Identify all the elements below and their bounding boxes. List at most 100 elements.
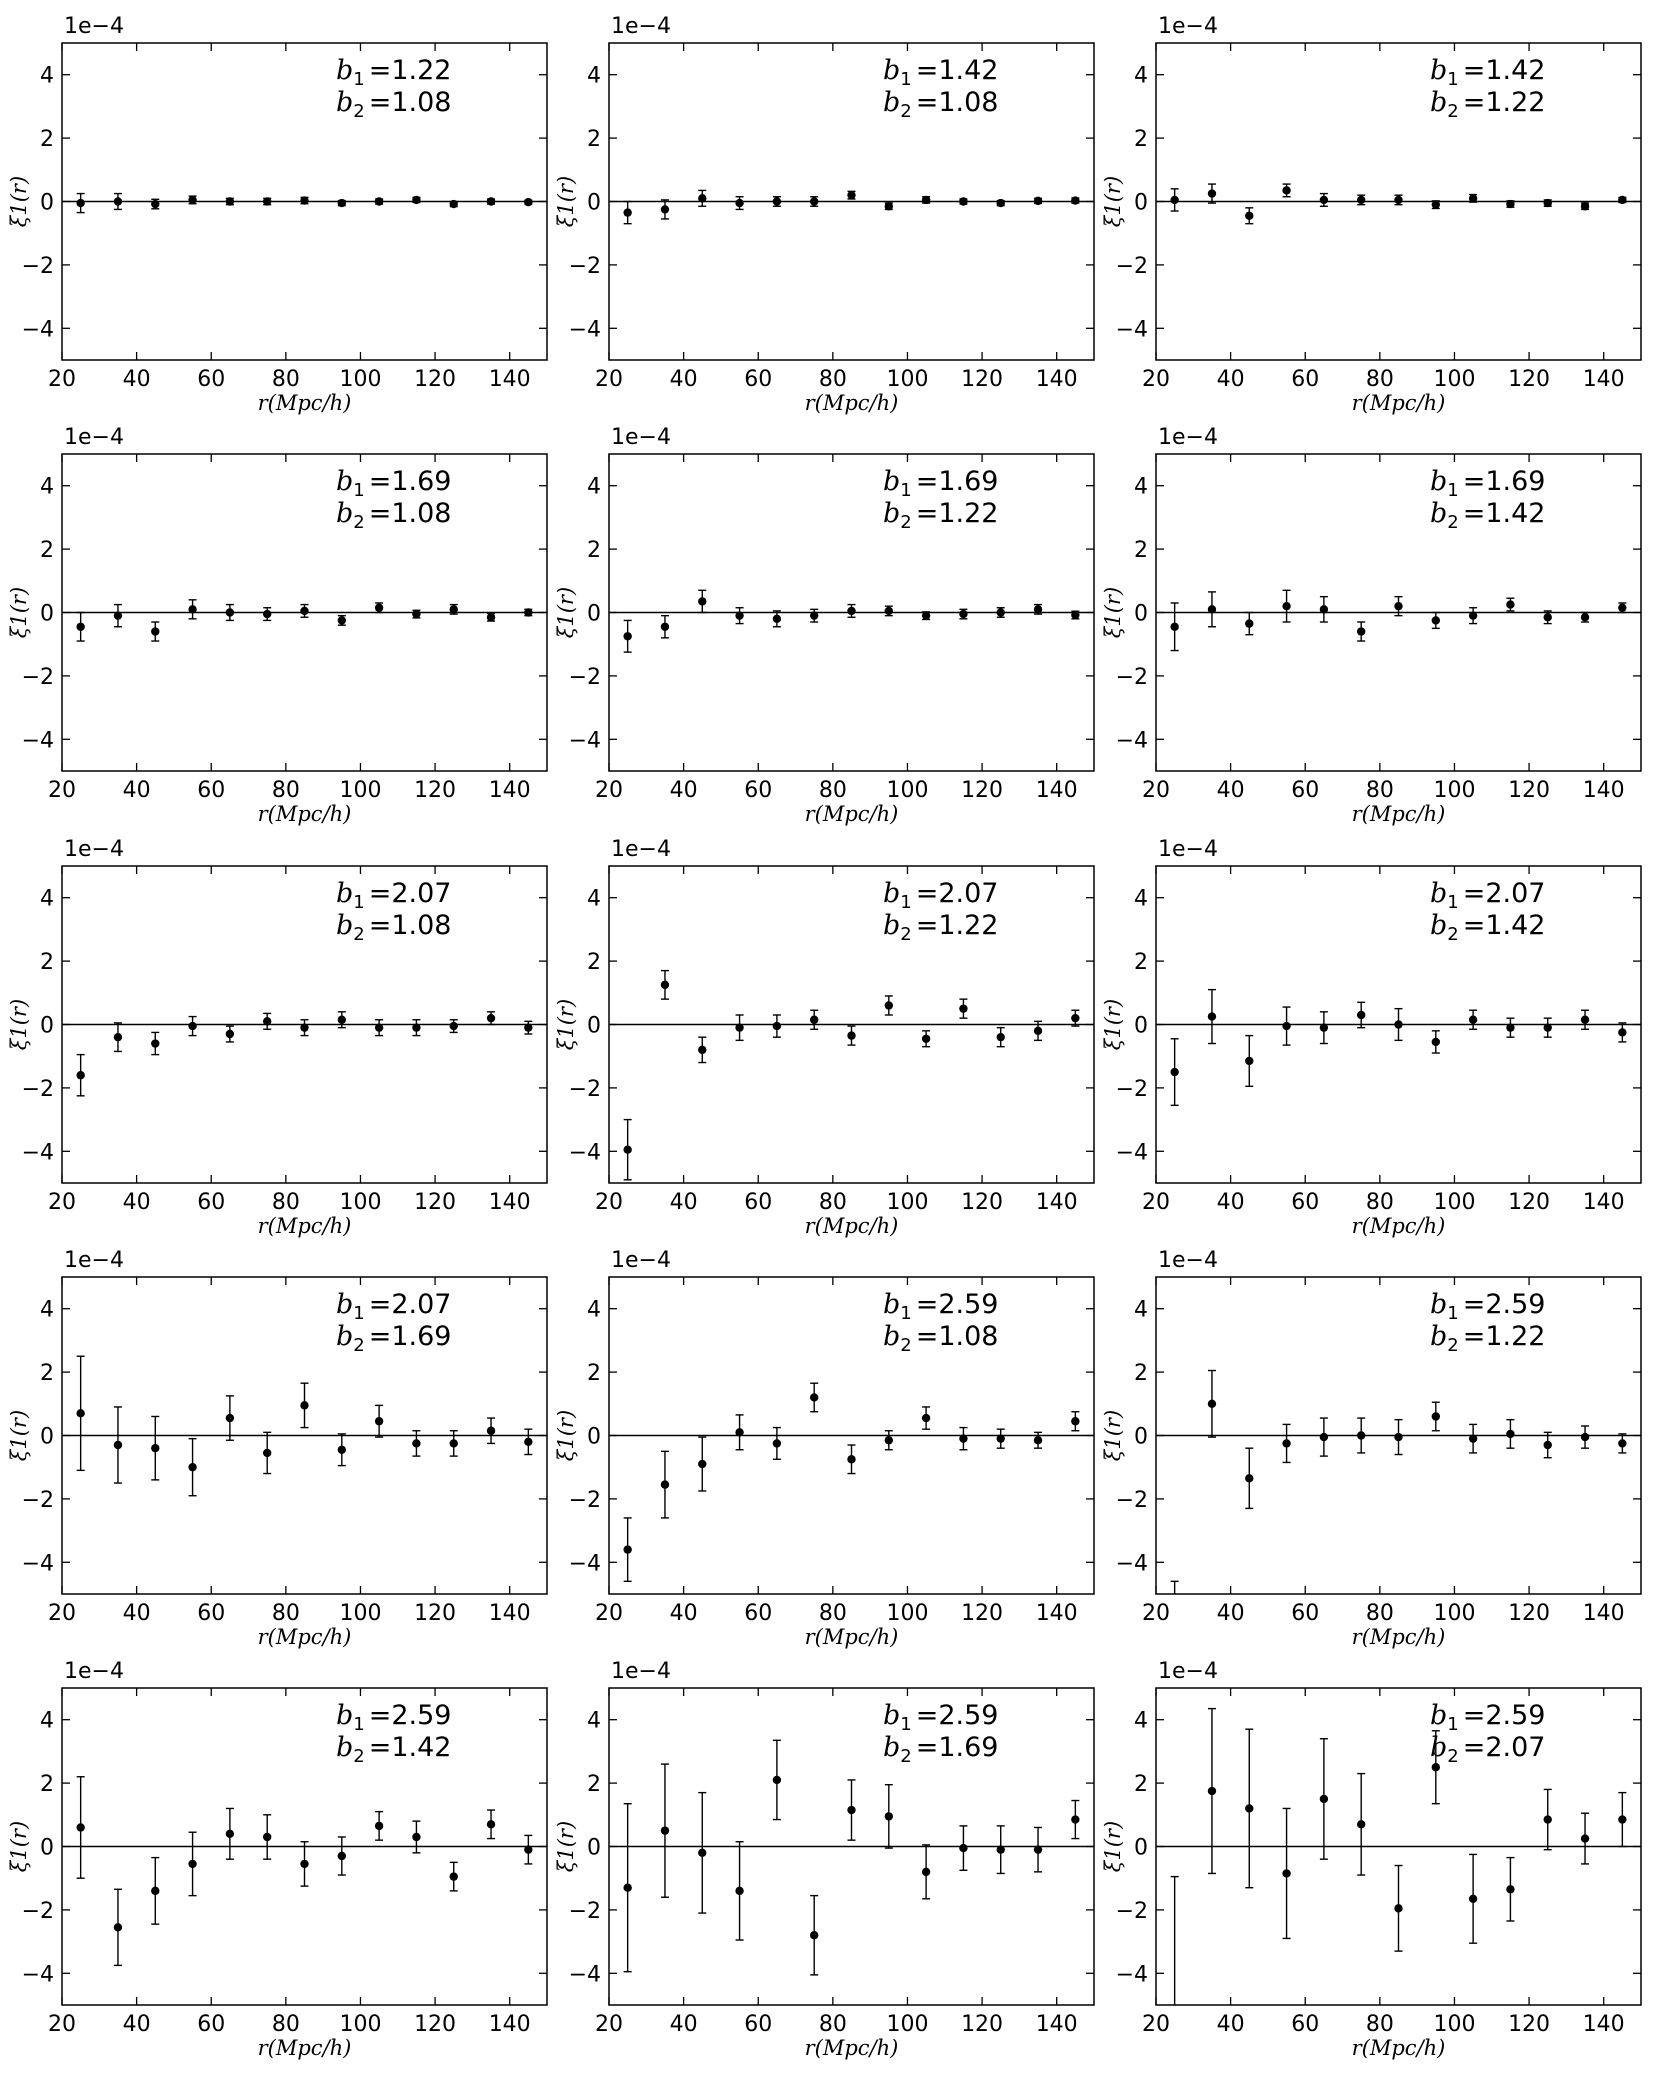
chart-panel-3: 20 40 60 80 100 120 140 −4 −2 0 2 4 1e−4 r(Mpc/h) ξ1(r…	[1101, 14, 1642, 415]
data-point	[1170, 622, 1179, 631]
data-point	[1468, 1434, 1478, 1443]
plot-frame	[608, 453, 1095, 772]
scale-label: 1e−4	[611, 425, 671, 450]
y-tick-label: 0	[1134, 1425, 1148, 1450]
data-point	[1207, 189, 1217, 198]
x-axis-label: r(Mpc/h)	[258, 391, 352, 415]
data-point	[1543, 613, 1552, 622]
data-point	[884, 606, 894, 616]
data-point	[1431, 200, 1441, 209]
data-point	[1468, 194, 1478, 203]
data-point	[884, 1436, 894, 1445]
annotation-b2: b2 =1.22	[883, 498, 999, 533]
data-point	[623, 1883, 632, 1892]
data-point	[959, 1004, 968, 1013]
data-point	[623, 208, 632, 217]
x-tick-label: 80	[819, 367, 847, 392]
data-point	[884, 202, 894, 211]
scale-label: 1e−4	[1158, 14, 1218, 39]
y-tick-label: 2	[1134, 538, 1148, 563]
x-axis-label: r(Mpc/h)	[258, 1214, 352, 1238]
annotation-b2: b2 =1.22	[883, 910, 999, 945]
data-marks	[76, 192, 533, 214]
data-point	[1245, 1474, 1254, 1483]
data-point	[1394, 195, 1403, 205]
plot-frame	[1155, 42, 1642, 361]
scale-label: 1e−4	[64, 14, 124, 39]
x-axis-label: r(Mpc/h)	[258, 802, 352, 826]
x-tick-label: 20	[595, 1190, 623, 1215]
annotation-b1: b1 =2.07	[883, 878, 999, 913]
annotation-b1: b1 =2.59	[883, 1700, 999, 1735]
data-point	[449, 199, 458, 209]
x-tick-label: 80	[1366, 1601, 1394, 1626]
x-axis-label: r(Mpc/h)	[258, 2036, 352, 2060]
data-point	[374, 603, 384, 612]
y-tick-label: 4	[1134, 475, 1148, 500]
data-point	[660, 1826, 670, 1835]
data-marks	[1170, 589, 1627, 652]
data-point	[449, 605, 458, 614]
y-tick-label: −2	[22, 1899, 54, 1924]
plot-frame	[608, 865, 1095, 1184]
annotation-b1: b1 =1.42	[1430, 55, 1546, 90]
x-tick-label: 140	[1583, 1601, 1625, 1626]
data-point	[1580, 1432, 1590, 1442]
x-tick-label: 80	[1366, 778, 1394, 803]
data-point	[188, 605, 197, 614]
data-point	[996, 198, 1005, 208]
x-axis-label: r(Mpc/h)	[1352, 391, 1446, 415]
y-axis-label: ξ1(r)	[7, 999, 31, 1050]
data-point	[921, 1867, 931, 1877]
annotation-b1: b1 =2.07	[1430, 878, 1546, 913]
data-point	[486, 197, 496, 206]
data-point	[1618, 195, 1627, 205]
scale-label: 1e−4	[1158, 1659, 1218, 1684]
data-point	[809, 1393, 819, 1402]
annotation-b2: b2 =1.22	[1430, 1321, 1546, 1356]
x-tick-label: 60	[744, 2012, 772, 2037]
y-tick-label: −2	[1116, 665, 1148, 690]
data-point	[188, 1021, 197, 1031]
annotation-b2: b2 =1.08	[883, 1321, 999, 1356]
data-point	[262, 609, 272, 619]
data-point	[698, 1848, 707, 1858]
data-point	[698, 597, 707, 606]
y-tick-label: 2	[40, 1772, 54, 1797]
data-point	[1506, 199, 1515, 209]
data-point	[113, 611, 123, 620]
x-tick-label: 100	[339, 778, 381, 803]
data-point	[300, 196, 309, 205]
y-tick-label: 0	[40, 1014, 54, 1039]
data-point	[809, 1015, 819, 1024]
x-tick-label: 60	[197, 2012, 225, 2037]
data-point	[1431, 1412, 1441, 1421]
data-point	[623, 1145, 632, 1154]
x-tick-label: 140	[1583, 1190, 1625, 1215]
scale-label: 1e−4	[64, 837, 124, 862]
x-tick-label: 120	[961, 1190, 1003, 1215]
data-point	[225, 1413, 235, 1423]
annotation-b2: b2 =1.42	[336, 1732, 452, 1767]
data-point	[735, 1428, 744, 1437]
data-point	[300, 1859, 309, 1869]
data-point	[1431, 616, 1441, 625]
x-tick-label: 80	[819, 1601, 847, 1626]
data-point	[1580, 202, 1590, 211]
data-point	[188, 1859, 197, 1869]
data-point	[412, 1439, 421, 1448]
data-point	[412, 609, 421, 619]
x-tick-label: 120	[414, 1190, 456, 1215]
data-point	[959, 1843, 968, 1853]
data-point	[337, 1445, 347, 1454]
chart-panel-14: 20 40 60 80 100 120 140 −4 −2 0 2 4 1e−4 r(Mpc/h) ξ1(r…	[554, 1659, 1095, 2060]
data-marks	[76, 1355, 533, 1497]
chart-panel-13: 20 40 60 80 100 120 140 −4 −2 0 2 4 1e−4 r(Mpc/h) ξ1(r…	[7, 1659, 548, 2060]
data-point	[1543, 1815, 1552, 1824]
scale-label: 1e−4	[64, 425, 124, 450]
data-point	[698, 1045, 707, 1055]
data-point	[1207, 1399, 1217, 1409]
data-point	[225, 1029, 235, 1039]
data-point	[1506, 1885, 1515, 1894]
annotation-b2: b2 =1.08	[883, 87, 999, 122]
